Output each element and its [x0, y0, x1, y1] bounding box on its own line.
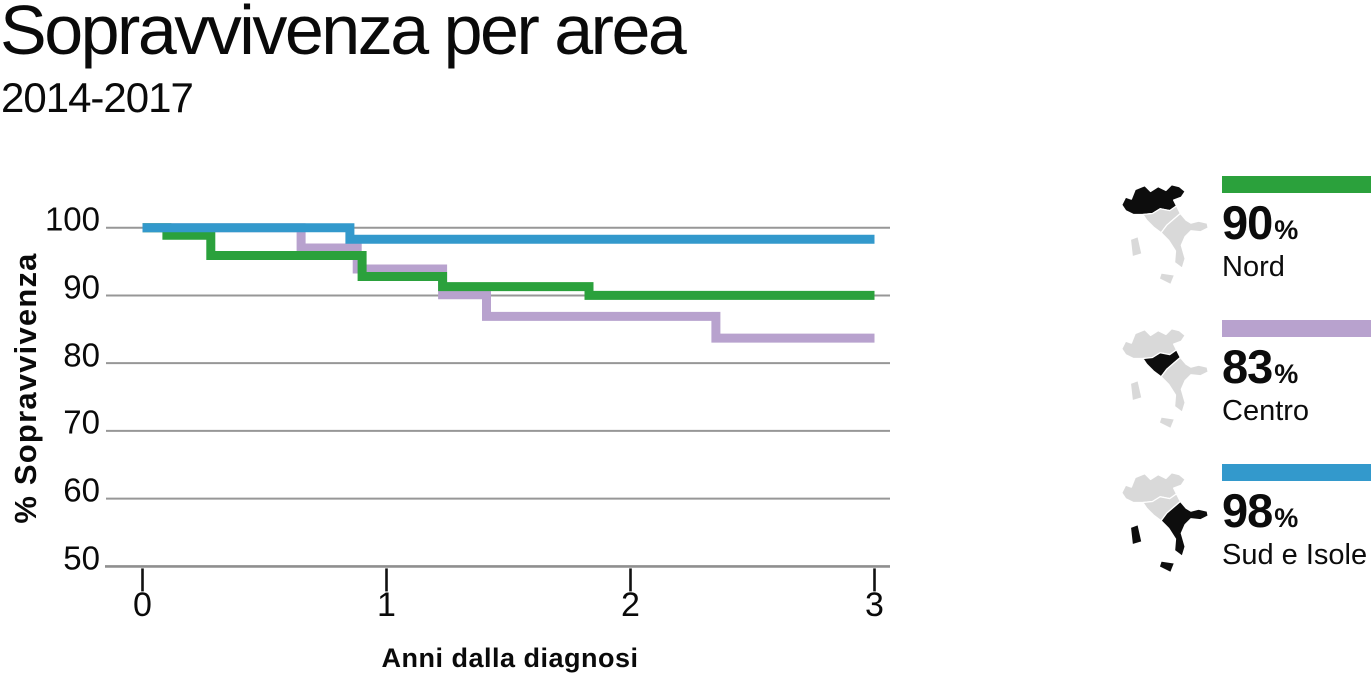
x-tick-label-3: 3: [865, 586, 884, 624]
legend-label-sud-e-isole: Sud e Isole: [1222, 539, 1368, 571]
italy-map-south-icon: [1121, 472, 1209, 574]
y-tick-label-90: 90: [63, 268, 100, 306]
legend-value-sud-e-isole: 98%: [1222, 487, 1371, 534]
chart-canvas: [105, 223, 890, 592]
y-tick-label-50: 50: [63, 539, 100, 577]
legend-percent-value: 90: [1222, 196, 1273, 249]
italy-map-centro-icon: [1121, 328, 1209, 430]
legend-color-bar-nord: [1222, 176, 1371, 193]
chart-legend: 90% Nord 83% Centro: [1113, 0, 1371, 685]
y-tick-label-100: 100: [44, 200, 100, 238]
x-tick-label-1: 1: [377, 586, 396, 624]
page-title: Sopravvivenza per area: [0, 0, 687, 69]
legend-percent-value: 98: [1222, 484, 1273, 537]
legend-item-nord: 90% Nord: [1113, 176, 1371, 316]
y-tick-label-70: 70: [63, 403, 100, 441]
percent-sign: %: [1274, 215, 1299, 245]
legend-label-centro: Centro: [1222, 395, 1310, 427]
italy-map-north-icon: [1121, 184, 1209, 286]
series-line-sud-e-isole: [142, 223, 875, 244]
legend-percent-value: 83: [1222, 340, 1273, 393]
x-tick-label-2: 2: [621, 586, 640, 624]
legend-item-centro: 83% Centro: [1113, 320, 1371, 460]
y-tick-label-60: 60: [63, 471, 100, 509]
survival-chart: % Sopravvivenza Anni dalla diagnosi 100 9…: [8, 200, 890, 673]
legend-color-bar-centro: [1222, 320, 1371, 337]
percent-sign: %: [1274, 359, 1299, 389]
legend-item-sud-e-isole: 98% Sud e Isole: [1113, 464, 1371, 604]
series-line-nord: [142, 223, 875, 300]
legend-value-nord: 90%: [1222, 199, 1371, 246]
legend-value-centro: 83%: [1222, 343, 1371, 390]
x-tick-label-0: 0: [133, 586, 152, 624]
x-axis-title: Anni dalla diagnosi: [381, 643, 639, 673]
legend-label-nord: Nord: [1222, 251, 1285, 283]
percent-sign: %: [1274, 503, 1299, 533]
legend-color-bar-sud-e-isole: [1222, 464, 1371, 481]
y-tick-label-80: 80: [63, 336, 100, 374]
page-subtitle: 2014-2017: [1, 74, 194, 121]
